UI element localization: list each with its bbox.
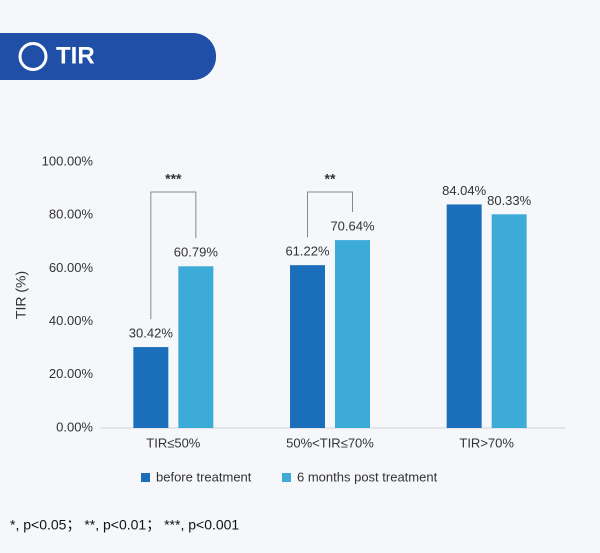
- header-icon: [18, 42, 48, 71]
- y-tick-label: 60.00%: [49, 260, 94, 275]
- value-label: 61.22%: [285, 244, 330, 259]
- x-tick-label: TIR≤50%: [146, 435, 201, 450]
- y-tick-label: 80.00%: [49, 207, 94, 222]
- x-tick-label: TIR>70%: [459, 435, 514, 450]
- legend-label: 6 months post treatment: [297, 469, 438, 484]
- header-title: TIR: [56, 42, 95, 69]
- bar: [491, 214, 527, 428]
- value-label: 70.64%: [330, 219, 375, 234]
- legend-swatch: [282, 473, 291, 482]
- bar: [446, 204, 482, 428]
- significance-bracket: [150, 191, 197, 320]
- y-axis-label: TIR (%): [13, 271, 29, 319]
- significance-bracket: [307, 191, 353, 238]
- y-tick-label: 20.00%: [49, 366, 94, 381]
- value-label: 60.79%: [174, 245, 219, 260]
- footnote: *, p<0.05； **, p<0.01； ***, p<0.001: [10, 517, 239, 534]
- value-label: 30.42%: [129, 326, 174, 341]
- legend-swatch: [141, 473, 150, 482]
- bar: [335, 240, 370, 428]
- value-label: 80.33%: [487, 193, 532, 208]
- bar: [178, 266, 214, 428]
- y-tick-label: 100.00%: [42, 153, 94, 168]
- y-tick-label: 0.00%: [56, 419, 93, 434]
- legend-label: before treatment: [156, 469, 252, 484]
- header-pill: [0, 33, 216, 80]
- bar: [133, 347, 169, 428]
- significance-label: **: [325, 171, 336, 187]
- x-tick-label: 50%<TIR≤70%: [286, 435, 374, 450]
- value-label: 84.04%: [442, 183, 487, 198]
- bar: [290, 265, 325, 428]
- y-tick-label: 40.00%: [49, 313, 94, 328]
- significance-label: ***: [165, 171, 182, 187]
